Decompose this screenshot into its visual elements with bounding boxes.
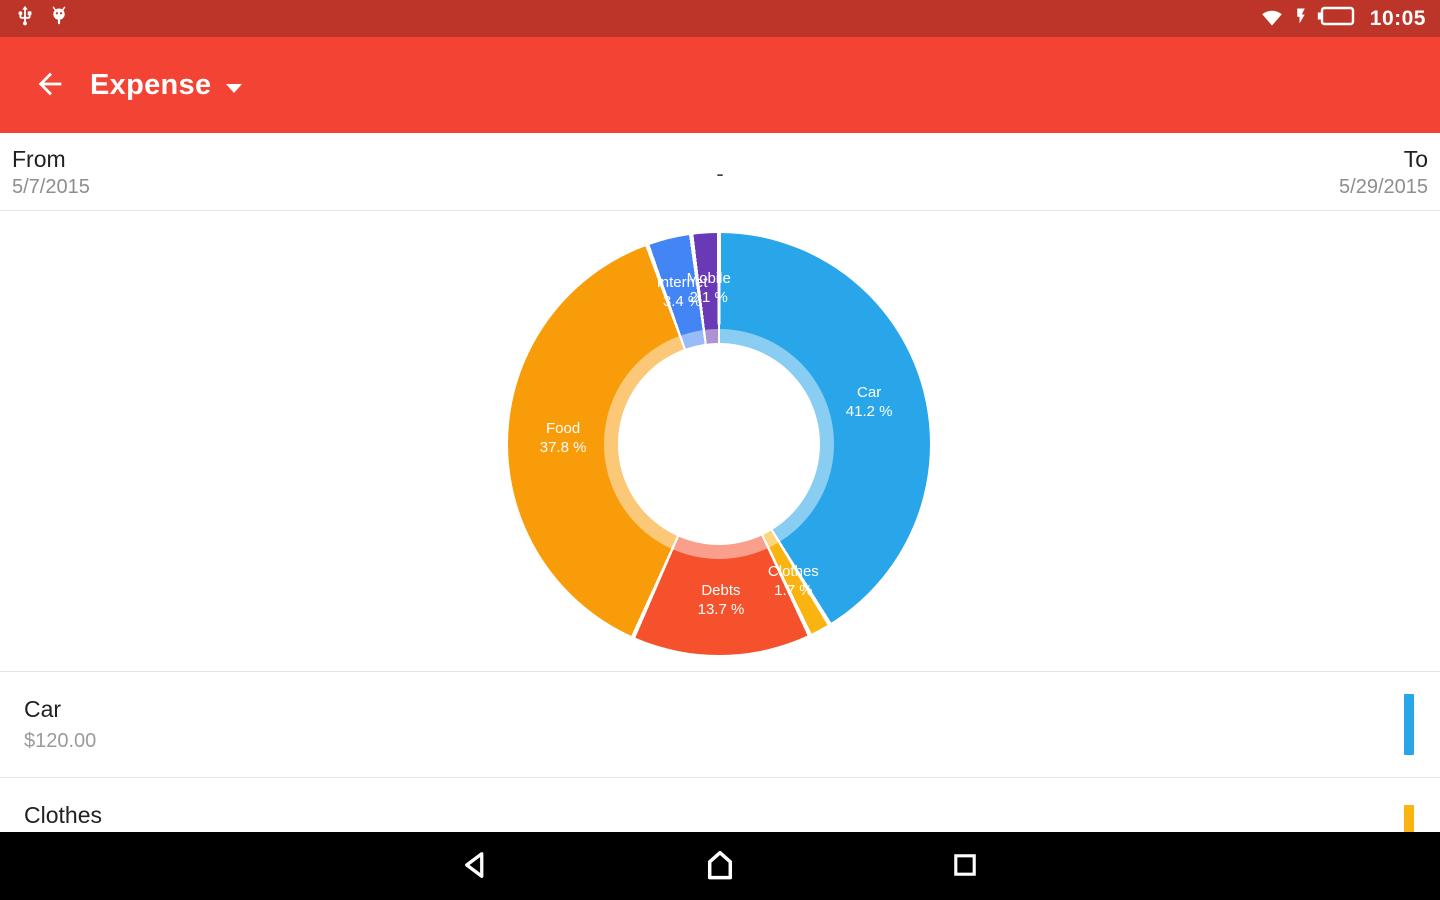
date-range-row: From 5/7/2015 - To 5/29/2015	[0, 133, 1440, 211]
android-debug-icon	[48, 5, 70, 32]
page-title: Expense	[90, 68, 212, 101]
category-color-bar	[1404, 694, 1414, 755]
wifi-icon	[1259, 5, 1285, 32]
arrow-left-icon	[33, 67, 67, 104]
list-item-car[interactable]: Car $120.00	[0, 672, 1440, 778]
list-item-name: Car	[24, 696, 62, 722]
pie-slice-label: Food 37.8 %	[539, 420, 587, 457]
charging-icon	[1292, 5, 1310, 32]
date-from-picker[interactable]: From 5/7/2015	[12, 144, 90, 200]
list-item-name: Clothes	[24, 802, 102, 828]
nav-back-button[interactable]	[415, 832, 535, 900]
from-value: 5/7/2015	[12, 176, 90, 198]
to-label: To	[1403, 146, 1428, 172]
navigation-bar	[0, 832, 1440, 900]
date-to-picker[interactable]: To 5/29/2015	[1339, 144, 1428, 200]
to-value: 5/29/2015	[1339, 176, 1428, 198]
nav-recents-button[interactable]	[905, 832, 1025, 900]
home-icon	[701, 846, 739, 887]
chevron-down-icon	[226, 83, 243, 93]
usb-icon	[14, 5, 36, 32]
pie-slice-label: Debts 13.7 %	[697, 581, 745, 618]
title-dropdown[interactable]: Expense	[90, 68, 243, 102]
status-bar-right: 10:05	[1259, 5, 1426, 32]
status-bar: 10:05	[0, 0, 1440, 37]
clock-time: 10:05	[1369, 6, 1426, 30]
status-bar-left	[14, 5, 70, 32]
pie-hole	[618, 343, 820, 545]
pie-slice-label: Clothes 1.7 %	[767, 563, 819, 600]
nav-home-button[interactable]	[660, 832, 780, 900]
app-bar: Expense	[0, 37, 1440, 133]
date-separator: -	[716, 161, 724, 186]
expense-pie-chart[interactable]: Car 41.2 % Clothes 1.7 % Debts 13.7 % Food 37.8…	[0, 212, 1440, 672]
back-triangle-icon	[457, 847, 493, 886]
pie-slice-label: Internet 3.4 %	[656, 274, 708, 311]
recents-square-icon	[948, 848, 982, 885]
list-item-amount: $120.00	[24, 730, 97, 752]
pie-slice-label: Mobile 2.1 %	[686, 270, 731, 307]
battery-icon	[1317, 5, 1357, 32]
from-label: From	[12, 146, 66, 172]
pie-slice-label: Car 41.2 %	[845, 383, 893, 420]
back-button[interactable]	[30, 65, 70, 105]
